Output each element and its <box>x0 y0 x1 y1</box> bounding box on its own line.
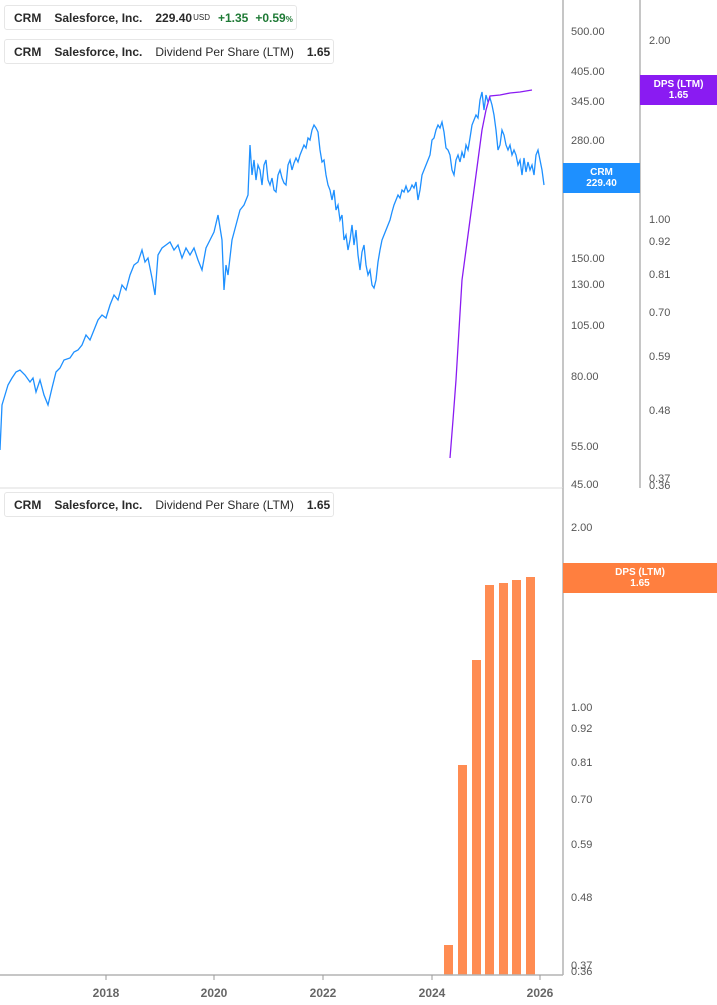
bar[interactable] <box>458 765 467 975</box>
svg-text:1.00: 1.00 <box>649 214 670 226</box>
dps-line <box>449 89 533 459</box>
svg-text:0.37: 0.37 <box>649 473 670 485</box>
legend-ticker: CRM <box>14 10 42 25</box>
svg-text:0.48: 0.48 <box>571 892 592 904</box>
bar[interactable] <box>526 577 535 975</box>
legend-change-pct: +0.59% <box>255 10 293 25</box>
bar[interactable] <box>485 585 494 975</box>
badge-value: 1.65 <box>668 90 689 101</box>
svg-text:130.00: 130.00 <box>571 279 605 291</box>
price-axis-ticks: 500.00 405.00 345.00 280.00 150.00 130.0… <box>571 26 605 491</box>
svg-text:0.92: 0.92 <box>571 723 592 735</box>
dps-axis-ticks-bottom: 2.00 1.00 0.92 0.81 0.70 0.59 0.48 0.37 … <box>571 522 592 978</box>
dps-legend-top[interactable]: CRM Salesforce, Inc. Dividend Per Share … <box>4 39 334 64</box>
legend-company: Salesforce, Inc. <box>54 10 143 25</box>
svg-text:150.00: 150.00 <box>571 253 605 265</box>
svg-text:0.70: 0.70 <box>571 794 592 806</box>
svg-text:2018: 2018 <box>93 986 120 1000</box>
svg-text:405.00: 405.00 <box>571 66 605 78</box>
legend-ticker: CRM <box>14 497 42 512</box>
svg-text:345.00: 345.00 <box>571 96 605 108</box>
dps-legend-bottom[interactable]: CRM Salesforce, Inc. Dividend Per Share … <box>4 492 334 517</box>
svg-text:2020: 2020 <box>201 986 228 1000</box>
svg-text:2022: 2022 <box>310 986 337 1000</box>
svg-text:2026: 2026 <box>527 986 554 1000</box>
bar[interactable] <box>444 945 453 975</box>
legend-ticker: CRM <box>14 44 42 59</box>
badge-label: CRM <box>590 167 613 178</box>
legend-company: Salesforce, Inc. <box>54 497 143 512</box>
svg-text:45.00: 45.00 <box>571 479 599 491</box>
svg-text:280.00: 280.00 <box>571 135 605 147</box>
legend-company: Salesforce, Inc. <box>54 44 143 59</box>
svg-text:80.00: 80.00 <box>571 371 599 383</box>
legend-change: +1.35 <box>217 10 249 25</box>
svg-text:2.00: 2.00 <box>571 522 592 534</box>
svg-text:0.81: 0.81 <box>649 269 670 281</box>
dps-axis-ticks-top: 2.00 1.00 0.92 0.81 0.70 0.59 0.48 0.37 … <box>649 35 670 492</box>
svg-text:55.00: 55.00 <box>571 441 599 453</box>
price-legend[interactable]: CRM Salesforce, Inc. 229.40 USD +1.35 +0… <box>4 5 297 30</box>
crm-price-badge: CRM 229.40 <box>563 163 640 193</box>
badge-value: 229.40 <box>586 178 617 189</box>
svg-text:0.81: 0.81 <box>571 757 592 769</box>
svg-text:0.37: 0.37 <box>571 960 592 972</box>
svg-text:500.00: 500.00 <box>571 26 605 38</box>
bar[interactable] <box>499 583 508 975</box>
svg-text:105.00: 105.00 <box>571 320 605 332</box>
legend-value: 1.65 <box>306 497 331 512</box>
legend-value: 1.65 <box>306 44 331 59</box>
badge-value: 1.65 <box>630 578 650 589</box>
legend-metric: Dividend Per Share (LTM) <box>155 44 294 59</box>
svg-text:0.36: 0.36 <box>571 966 592 978</box>
x-axis-ticks: 2018 2020 2022 2024 2026 <box>93 975 554 1000</box>
svg-text:0.36: 0.36 <box>649 480 670 492</box>
svg-text:0.48: 0.48 <box>649 405 670 417</box>
svg-text:0.92: 0.92 <box>649 236 670 248</box>
svg-text:2024: 2024 <box>419 986 446 1000</box>
bar[interactable] <box>472 660 481 975</box>
legend-price: 229.40 <box>155 10 193 25</box>
svg-text:0.59: 0.59 <box>571 839 592 851</box>
svg-text:0.70: 0.70 <box>649 307 670 319</box>
bar[interactable] <box>512 580 521 975</box>
price-line <box>0 91 545 451</box>
dps-top-badge: DPS (LTM) 1.65 <box>640 75 717 105</box>
legend-metric: Dividend Per Share (LTM) <box>155 497 294 512</box>
badge-label: DPS (LTM) <box>653 79 704 90</box>
badge-label: DPS (LTM) <box>615 567 665 578</box>
dps-bottom-badge: DPS (LTM) 1.65 <box>563 563 717 593</box>
legend-currency: USD <box>193 13 210 22</box>
svg-text:1.00: 1.00 <box>571 702 592 714</box>
svg-text:2.00: 2.00 <box>649 35 670 47</box>
dps-bars <box>444 577 535 975</box>
svg-text:0.59: 0.59 <box>649 351 670 363</box>
